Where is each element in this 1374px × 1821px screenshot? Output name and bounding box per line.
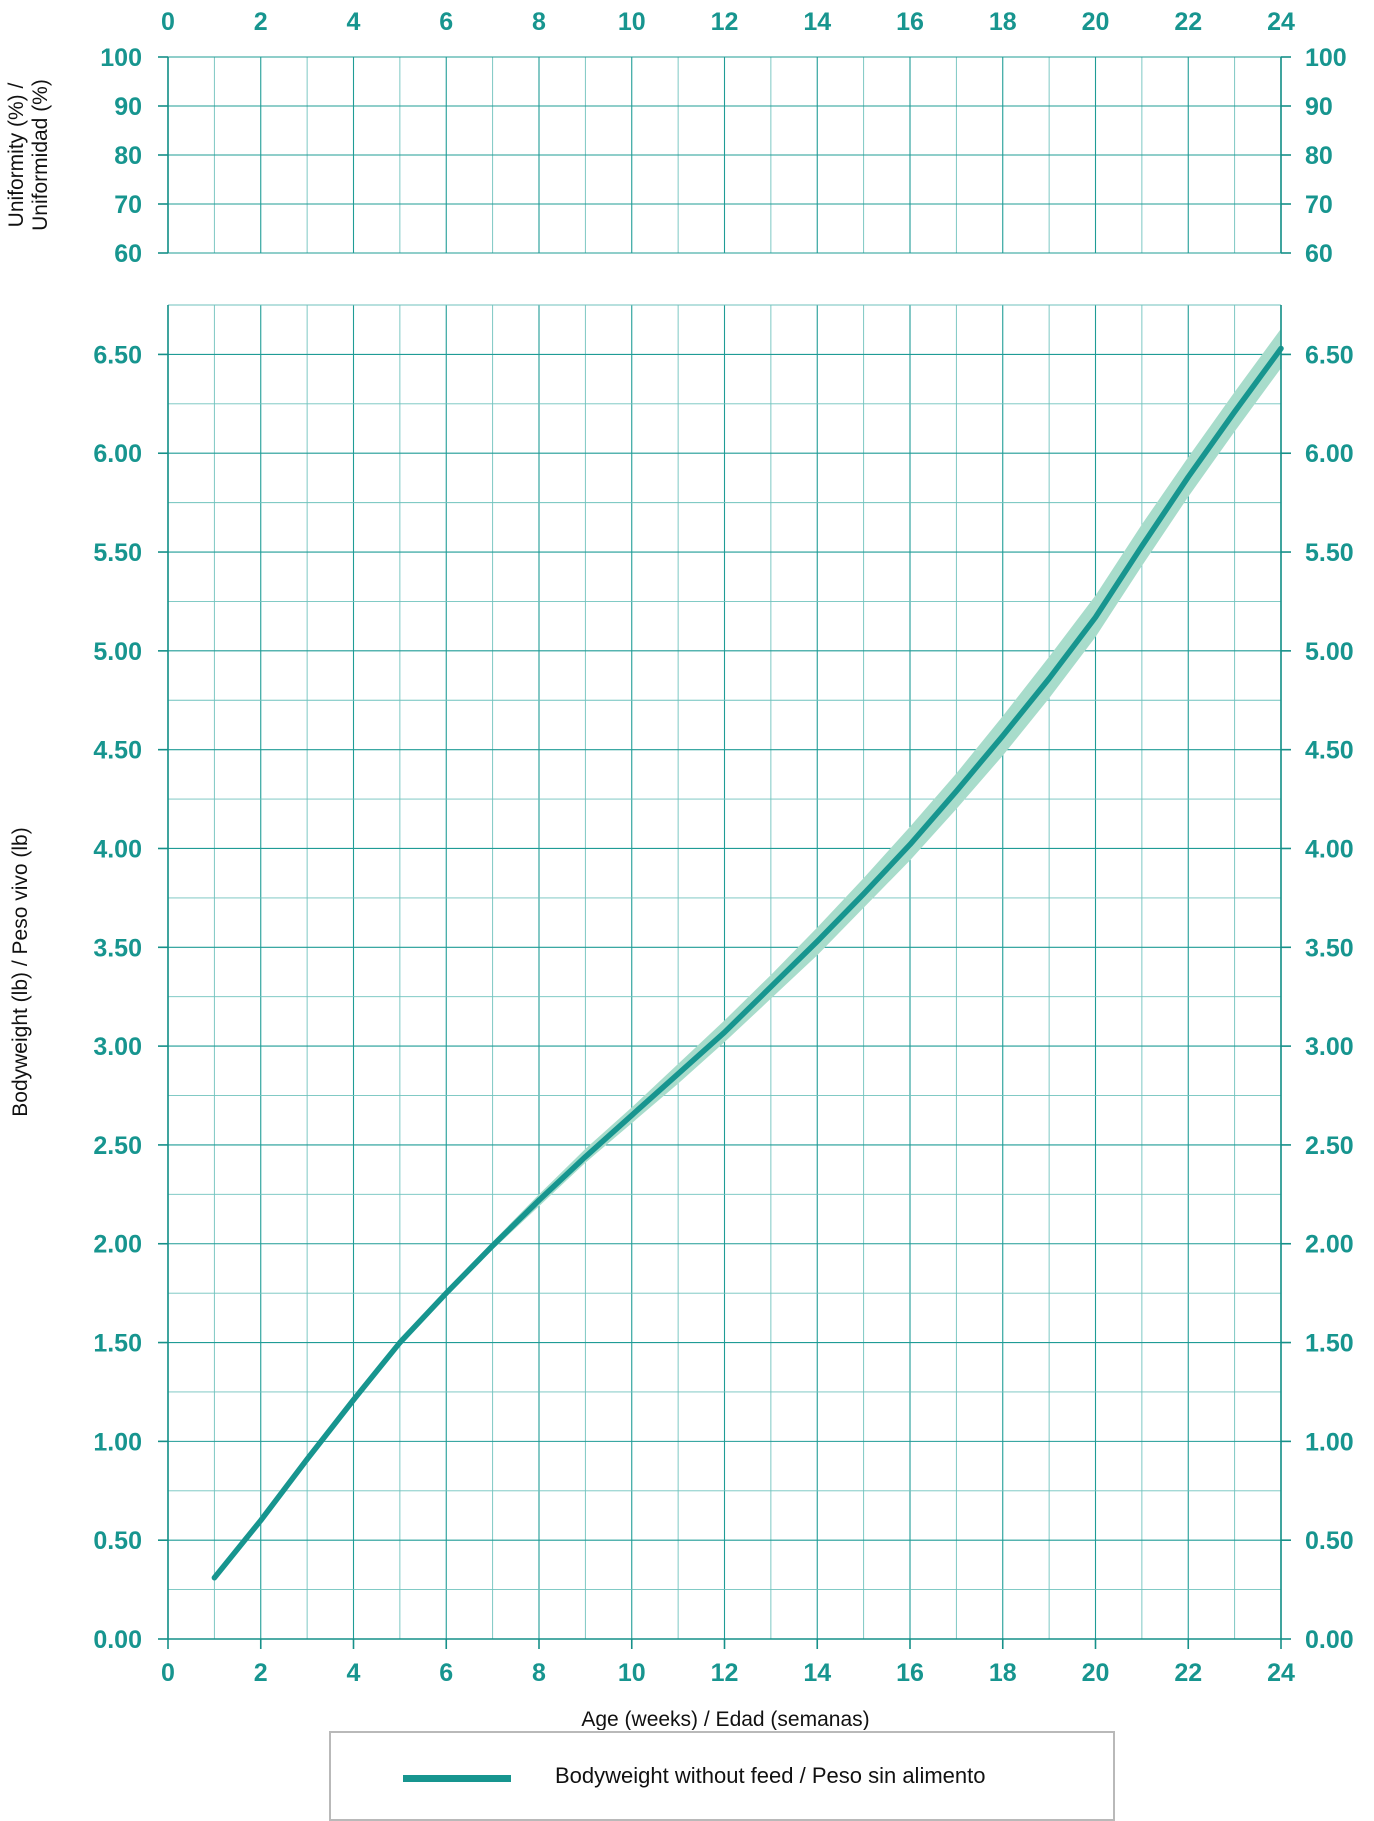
uniformity-x-tick-label: 2	[254, 8, 268, 36]
bodyweight-y-tick-label-right: 0.50	[1305, 1527, 1354, 1555]
uniformity-y-tick-label-left: 60	[114, 240, 142, 268]
uniformity-x-tick-label: 6	[439, 8, 453, 36]
uniformity-y-tick-label-right: 90	[1305, 93, 1333, 121]
bodyweight-y-tick-label-left: 5.00	[93, 638, 142, 666]
uniformity-y-tick-label-left: 90	[114, 93, 142, 121]
bodyweight-x-tick-label: 16	[896, 1659, 924, 1687]
bodyweight-y-tick-label-right: 2.50	[1305, 1132, 1354, 1160]
bodyweight-band	[214, 328, 1281, 1578]
bodyweight-y-tick-label-left: 1.00	[93, 1428, 142, 1456]
grid	[167, 56, 1282, 1640]
bodyweight-y-tick-label-right: 6.50	[1305, 341, 1354, 369]
bodyweight-y-tick-label-left: 2.50	[93, 1132, 142, 1160]
bodyweight-y-tick-label-right: 4.50	[1305, 737, 1354, 765]
bodyweight-x-tick-label: 20	[1082, 1659, 1110, 1687]
bodyweight-x-tick-label: 0	[161, 1659, 175, 1687]
bodyweight-y-tick-label-right: 6.00	[1305, 440, 1354, 468]
bodyweight-y-tick-label-left: 0.00	[93, 1626, 142, 1654]
legend-swatch	[403, 1775, 511, 1782]
bodyweight-y-tick-label-right: 4.00	[1305, 835, 1354, 863]
uniformity-y-tick-label-right: 70	[1305, 191, 1333, 219]
axes-frame	[158, 56, 1291, 1649]
bodyweight-y-tick-label-right: 5.50	[1305, 539, 1354, 567]
uniformity-y-tick-label-left: 80	[114, 142, 142, 170]
uniformity-y-axis-title-line: Uniformity (%) /	[5, 83, 28, 228]
bodyweight-x-tick-label: 24	[1267, 1659, 1295, 1687]
bodyweight-x-tick-label: 12	[711, 1659, 739, 1687]
bodyweight-y-tick-label-right: 0.00	[1305, 1626, 1354, 1654]
bodyweight-y-tick-label-right: 3.50	[1305, 934, 1354, 962]
bodyweight-y-tick-label-right: 3.00	[1305, 1033, 1354, 1061]
bodyweight-x-tick-label: 18	[989, 1659, 1017, 1687]
bodyweight-series	[211, 345, 1284, 1581]
bodyweight-y-tick-label-right: 5.00	[1305, 638, 1354, 666]
bodyweight-y-tick-label-right: 1.50	[1305, 1330, 1354, 1358]
legend: Bodyweight without feed / Peso sin alime…	[329, 1731, 1115, 1821]
uniformity-x-tick-label: 12	[711, 8, 739, 36]
bodyweight-x-tick-label: 6	[439, 1659, 453, 1687]
uniformity-y-tick-label-left: 100	[100, 44, 142, 72]
uniformity-y-tick-label-right: 60	[1305, 240, 1333, 268]
bodyweight-x-tick-label: 4	[347, 1659, 361, 1687]
bodyweight-y-tick-label-left: 4.50	[93, 737, 142, 765]
bodyweight-y-tick-label-left: 4.00	[93, 835, 142, 863]
bodyweight-x-axis-title: Age (weeks) / Edad (semanas)	[581, 1708, 869, 1730]
uniformity-x-tick-label: 10	[618, 8, 646, 36]
bodyweight-x-tick-label: 22	[1174, 1659, 1202, 1687]
uniformity-y-tick-label-right: 80	[1305, 142, 1333, 170]
uniformity-x-tick-label: 0	[161, 8, 175, 36]
bodyweight-y-tick-label-left: 2.00	[93, 1231, 142, 1259]
bodyweight-range-band	[214, 328, 1281, 1578]
uniformity-x-tick-label: 24	[1267, 8, 1295, 36]
bodyweight-y-tick-label-left: 5.50	[93, 539, 142, 567]
bodyweight-y-tick-label-right: 2.00	[1305, 1231, 1354, 1259]
uniformity-x-tick-label: 16	[896, 8, 924, 36]
uniformity-y-axis-title-line: Uniformidad (%)	[29, 79, 52, 231]
uniformity-x-tick-label: 4	[347, 8, 361, 36]
uniformity-x-tick-label: 20	[1082, 8, 1110, 36]
bodyweight-x-tick-label: 10	[618, 1659, 646, 1687]
bodyweight-x-tick-label: 14	[803, 1659, 831, 1687]
bodyweight-y-tick-label-left: 0.50	[93, 1527, 142, 1555]
bodyweight-y-tick-label-right: 1.00	[1305, 1428, 1354, 1456]
bodyweight-y-tick-label-left: 3.50	[93, 934, 142, 962]
uniformity-x-tick-label: 22	[1174, 8, 1202, 36]
bodyweight-x-tick-label: 2	[254, 1659, 268, 1687]
bodyweight-y-axis-title: Bodyweight (lb) / Peso vivo (lb)	[9, 827, 32, 1116]
bodyweight-y-tick-label-left: 6.50	[93, 341, 142, 369]
bodyweight-y-tick-label-left: 6.00	[93, 440, 142, 468]
uniformity-x-tick-label: 14	[803, 8, 831, 36]
bodyweight-y-tick-label-left: 3.00	[93, 1033, 142, 1061]
uniformity-y-axis-title: Uniformity (%) /Uniformidad (%)	[5, 79, 52, 231]
bodyweight-line	[211, 345, 1284, 1581]
bodyweight-x-tick-label: 8	[532, 1659, 546, 1687]
bodyweight-y-tick-label-left: 1.50	[93, 1330, 142, 1358]
uniformity-y-tick-label-right: 100	[1305, 44, 1347, 72]
uniformity-x-tick-label: 8	[532, 8, 546, 36]
uniformity-x-tick-label: 18	[989, 8, 1017, 36]
uniformity-y-tick-label-left: 70	[114, 191, 142, 219]
legend-label: Bodyweight without feed / Peso sin alime…	[555, 1763, 986, 1788]
